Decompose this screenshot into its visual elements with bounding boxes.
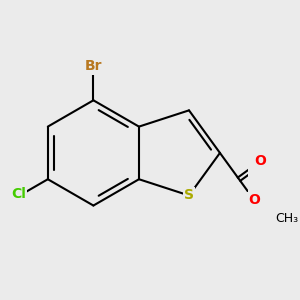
Text: Br: Br <box>85 59 102 74</box>
Text: CH₃: CH₃ <box>275 212 299 225</box>
Text: Cl: Cl <box>11 188 26 201</box>
Text: O: O <box>248 193 260 207</box>
Text: O: O <box>255 154 266 168</box>
Text: S: S <box>184 188 194 203</box>
